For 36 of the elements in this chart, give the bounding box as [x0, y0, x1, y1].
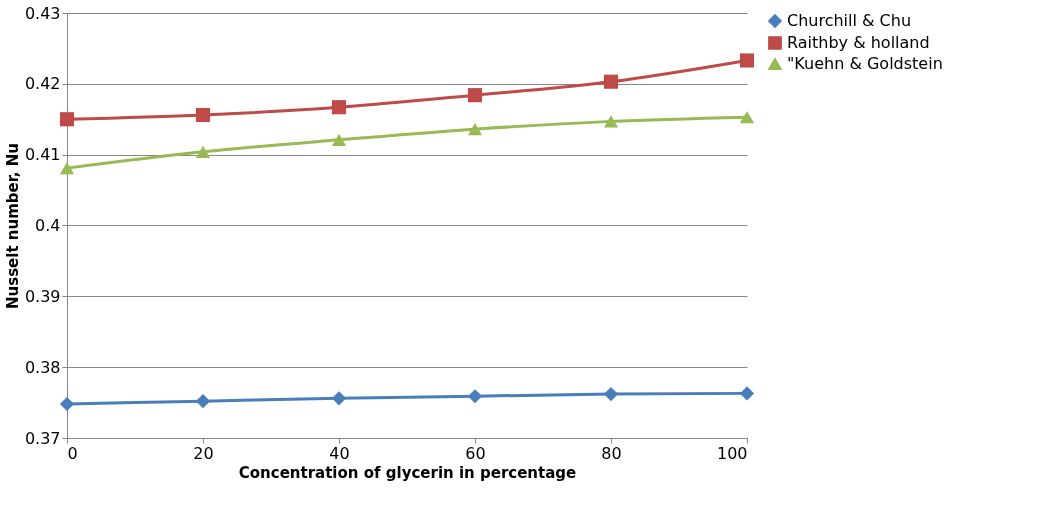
point	[195, 107, 211, 123]
legend-label: "Kuehn & Goldstein	[787, 54, 943, 73]
x-axis-title: Concentration of glycerin in percentage	[238, 463, 577, 482]
point	[467, 389, 483, 404]
point	[739, 111, 755, 124]
x-tick-label: 20	[193, 443, 214, 463]
y-tick-label: 0.37	[24, 428, 61, 448]
point	[331, 391, 347, 406]
point	[195, 394, 211, 409]
y-axis-title: Nusselt number, Nu	[3, 142, 22, 310]
x-tick-label: 60	[465, 443, 486, 463]
point	[739, 386, 755, 401]
y-tick-label: 0.42	[24, 74, 61, 94]
y-tick-label: 0.4	[35, 216, 61, 235]
point	[739, 53, 755, 68]
x-tick-label: 40	[329, 443, 350, 463]
y-tick-label: 0.41	[24, 145, 61, 165]
point	[59, 162, 75, 175]
legend-label: Raithby & holland	[787, 33, 930, 52]
point	[603, 387, 619, 402]
legend-label: Churchill & Chu	[787, 11, 912, 30]
point	[59, 396, 75, 412]
y-tick-label: 0.43	[24, 3, 61, 23]
point	[603, 115, 619, 128]
point	[467, 123, 483, 136]
point	[59, 112, 75, 127]
point	[467, 88, 483, 103]
point	[331, 133, 347, 146]
x-tick-label: 0	[67, 443, 78, 463]
y-tick-label: 0.39	[24, 286, 61, 306]
point	[195, 145, 211, 158]
x-tick-label: 100	[716, 443, 748, 463]
point	[603, 74, 619, 89]
x-tick-label: 80	[601, 443, 622, 463]
y-tick-label: 0.38	[24, 357, 61, 377]
point	[331, 100, 347, 115]
